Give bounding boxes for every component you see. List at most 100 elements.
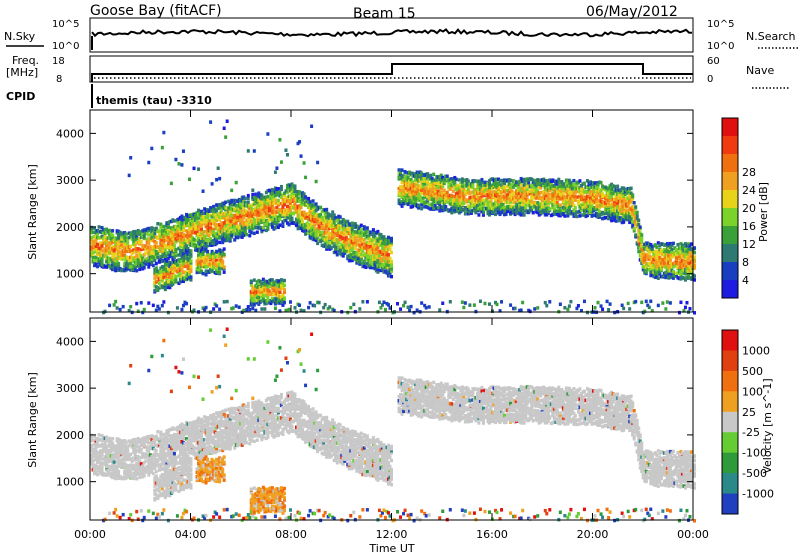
power-echo-cell — [347, 249, 351, 254]
power-echo-cell — [536, 189, 540, 193]
power-echo-cell — [632, 300, 636, 305]
power-echo-cell — [380, 246, 384, 251]
power-echo-cell — [519, 213, 523, 217]
power-echo-cell — [540, 196, 544, 200]
power-echo-cell — [162, 224, 166, 229]
power-echo-cell — [195, 262, 199, 266]
power-echo-cell — [251, 285, 255, 290]
power-echo-cell — [595, 181, 599, 185]
power-echo-cell — [640, 244, 644, 248]
power-echo-cell — [567, 209, 571, 214]
power-echo-cell — [96, 264, 100, 269]
power-echo-cell — [587, 187, 591, 192]
power-echo-cell — [403, 175, 407, 179]
power-echo-cell — [278, 190, 282, 195]
power-echo-cell — [530, 187, 534, 192]
power-echo-cell — [588, 203, 592, 207]
power-echo-cell — [320, 215, 324, 220]
power-echo-cell — [168, 245, 172, 250]
power-echo-cell — [374, 247, 378, 251]
power-echo-cell — [120, 243, 124, 247]
power-echo-cell — [652, 252, 656, 256]
power-echo-cell — [209, 252, 213, 257]
power-echo-cell — [367, 236, 371, 240]
power-echo-cell — [248, 219, 252, 223]
power-echo-cell — [316, 300, 320, 305]
power-echo-cell — [197, 265, 201, 270]
power-echo-cell — [246, 225, 250, 230]
power-echo-cell — [377, 264, 381, 268]
power-echo-cell — [353, 246, 357, 251]
power-echo-cell — [295, 197, 299, 201]
power-echo-cell — [332, 250, 336, 255]
power-echo-cell — [442, 203, 446, 207]
power-echo-cell — [323, 211, 327, 215]
power-echo-cell — [442, 207, 446, 212]
power-echo-cell — [570, 200, 574, 204]
power-echo-cell — [237, 206, 241, 211]
power-echo-cell — [459, 190, 463, 194]
power-echo-cell — [263, 288, 267, 292]
power-echo-cell — [192, 227, 196, 232]
power-echo-cell — [213, 218, 217, 222]
power-echo-cell — [564, 209, 568, 214]
power-echo-cell — [252, 290, 256, 294]
power-echo-cell — [430, 191, 434, 195]
power-echo-cell — [655, 271, 659, 276]
power-echo-cell — [531, 190, 535, 195]
power-echo-cell — [628, 211, 632, 216]
power-echo-cell — [626, 210, 630, 215]
power-echo-cell — [203, 262, 207, 267]
power-echo-cell — [519, 183, 523, 188]
power-echo-cell — [207, 234, 211, 238]
power-echo-cell — [662, 259, 666, 264]
power-echo-cell — [581, 189, 585, 194]
power-echo-cell — [406, 198, 410, 203]
power-echo-cell — [326, 212, 330, 216]
power-echo-cell — [472, 187, 476, 192]
power-echo-cell — [224, 227, 228, 232]
power-echo-cell — [625, 212, 629, 216]
power-echo-cell — [284, 208, 288, 212]
power-echo-cell — [316, 234, 320, 238]
power-echo-cell — [629, 220, 633, 224]
power-echo-cell — [420, 191, 424, 195]
power-echo-cell — [323, 217, 327, 221]
power-echo-cell — [99, 241, 103, 245]
power-echo-cell — [109, 250, 113, 254]
power-echo-cell — [490, 195, 494, 199]
power-echo-cell — [439, 187, 443, 191]
power-echo-cell — [178, 279, 182, 284]
power-echo-cell — [364, 252, 368, 256]
power-echo-cell — [156, 304, 160, 309]
power-echo-cell — [186, 214, 190, 218]
power-echo-cell — [480, 207, 484, 211]
power-echo-cell — [222, 238, 226, 243]
power-echo-cell — [469, 185, 473, 190]
power-echo-cell — [186, 231, 190, 235]
power-echo-cell — [549, 179, 553, 184]
power-echo-cell — [322, 243, 326, 248]
power-echo-cell — [533, 182, 537, 186]
power-echo-cell — [424, 190, 428, 194]
power-echo-cell — [252, 149, 256, 153]
power-echo-cell — [521, 178, 525, 183]
power-echo-cell — [162, 285, 166, 290]
power-echo-cell — [252, 295, 256, 299]
power-echo-cell — [139, 240, 143, 244]
power-echo-cell — [210, 209, 214, 213]
power-echo-cell — [409, 201, 413, 205]
power-echo-cell — [240, 221, 244, 225]
power-echo-cell — [159, 266, 163, 271]
power-echo-cell — [622, 189, 626, 193]
power-echo-cell — [177, 217, 181, 221]
power-echo-cell — [358, 229, 362, 233]
power-echo-cell — [374, 254, 378, 258]
power-echo-cell — [111, 267, 115, 272]
power-echo-cell — [228, 233, 232, 237]
power-echo-cell — [637, 222, 641, 227]
power-echo-cell — [662, 252, 666, 257]
power-echo-cell — [341, 230, 345, 234]
power-echo-cell — [106, 246, 110, 250]
power-echo-cell — [631, 205, 635, 209]
